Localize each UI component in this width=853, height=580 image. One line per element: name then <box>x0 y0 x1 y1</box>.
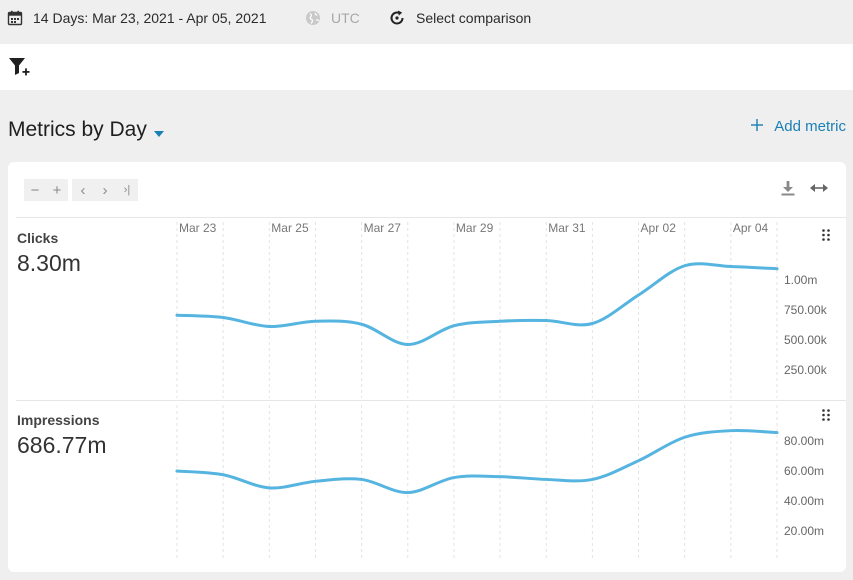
caret-down-icon <box>153 119 164 143</box>
add-filter-icon[interactable] <box>8 56 32 85</box>
zoom-in-button[interactable]: + <box>46 179 68 201</box>
y-tick-label: 500.00k <box>784 333 827 347</box>
page-title: Metrics by Day <box>8 118 147 141</box>
y-tick-label: 750.00k <box>784 303 827 317</box>
calendar-icon <box>7 10 23 26</box>
x-date-label: Apr 02 <box>640 221 676 235</box>
metrics-line-charts <box>175 222 779 560</box>
top-bar: 14 Days: Mar 23, 2021 - Apr 05, 2021 UTC… <box>0 0 853 44</box>
y-tick-label: 250.00k <box>784 363 827 377</box>
x-date-label: Mar 29 <box>455 221 494 235</box>
series-line-impressions[interactable] <box>175 429 779 495</box>
card-tools <box>770 180 828 196</box>
metrics-chart-card: − + ‹ › ›| Clicks 8.30m Impressions 686.… <box>8 162 846 572</box>
expand-horizontal-icon[interactable] <box>810 182 828 194</box>
metric-label-clicks: Clicks <box>17 230 59 246</box>
x-date-label: Apr 04 <box>732 221 769 235</box>
plus-icon <box>751 118 764 135</box>
comparison-label: Select comparison <box>416 10 532 26</box>
date-range-picker[interactable]: 14 Days: Mar 23, 2021 - Apr 05, 2021 <box>7 0 266 36</box>
drag-handle-icon[interactable] <box>822 228 830 246</box>
metric-label-impressions: Impressions <box>17 412 100 428</box>
filter-bar <box>0 44 853 90</box>
prev-button[interactable]: ‹ <box>72 179 94 201</box>
drag-handle-icon[interactable] <box>822 408 830 426</box>
y-tick-label: 80.00m <box>784 434 825 448</box>
timezone-label: UTC <box>331 10 360 26</box>
download-icon[interactable] <box>780 180 796 196</box>
metrics-by-day-dropdown[interactable]: Metrics by Day <box>8 117 164 143</box>
next-button[interactable]: › <box>94 179 116 201</box>
x-date-label: Mar 25 <box>271 221 309 235</box>
date-range-label: 14 Days: Mar 23, 2021 - Apr 05, 2021 <box>33 10 267 26</box>
last-button[interactable]: ›| <box>116 179 138 201</box>
divider <box>16 217 846 218</box>
metric-total-impressions: 686.77m <box>17 432 107 458</box>
y-tick-label: 60.00m <box>784 464 825 478</box>
y-tick-label: 1.00m <box>784 273 818 287</box>
x-date-label: Mar 31 <box>548 221 586 235</box>
x-date-label: Mar 23 <box>179 221 217 235</box>
refresh-compare-icon <box>388 9 406 27</box>
zoom-out-button[interactable]: − <box>24 179 46 201</box>
globe-icon <box>305 10 321 26</box>
add-metric-button[interactable]: Add metric <box>751 118 846 135</box>
metric-total-clicks: 8.30m <box>17 250 81 276</box>
divider <box>16 400 846 401</box>
section-header: Metrics by Day Add metric <box>0 112 853 148</box>
y-tick-label: 20.00m <box>784 524 825 538</box>
series-line-clicks[interactable] <box>175 262 779 347</box>
zoom-controls: − + ‹ › ›| <box>24 179 138 201</box>
timezone-selector[interactable]: UTC <box>305 0 360 36</box>
y-tick-label: 40.00m <box>784 494 825 508</box>
select-comparison-button[interactable]: Select comparison <box>388 0 531 36</box>
x-date-label: Mar 27 <box>363 221 401 235</box>
add-metric-label: Add metric <box>774 118 846 135</box>
